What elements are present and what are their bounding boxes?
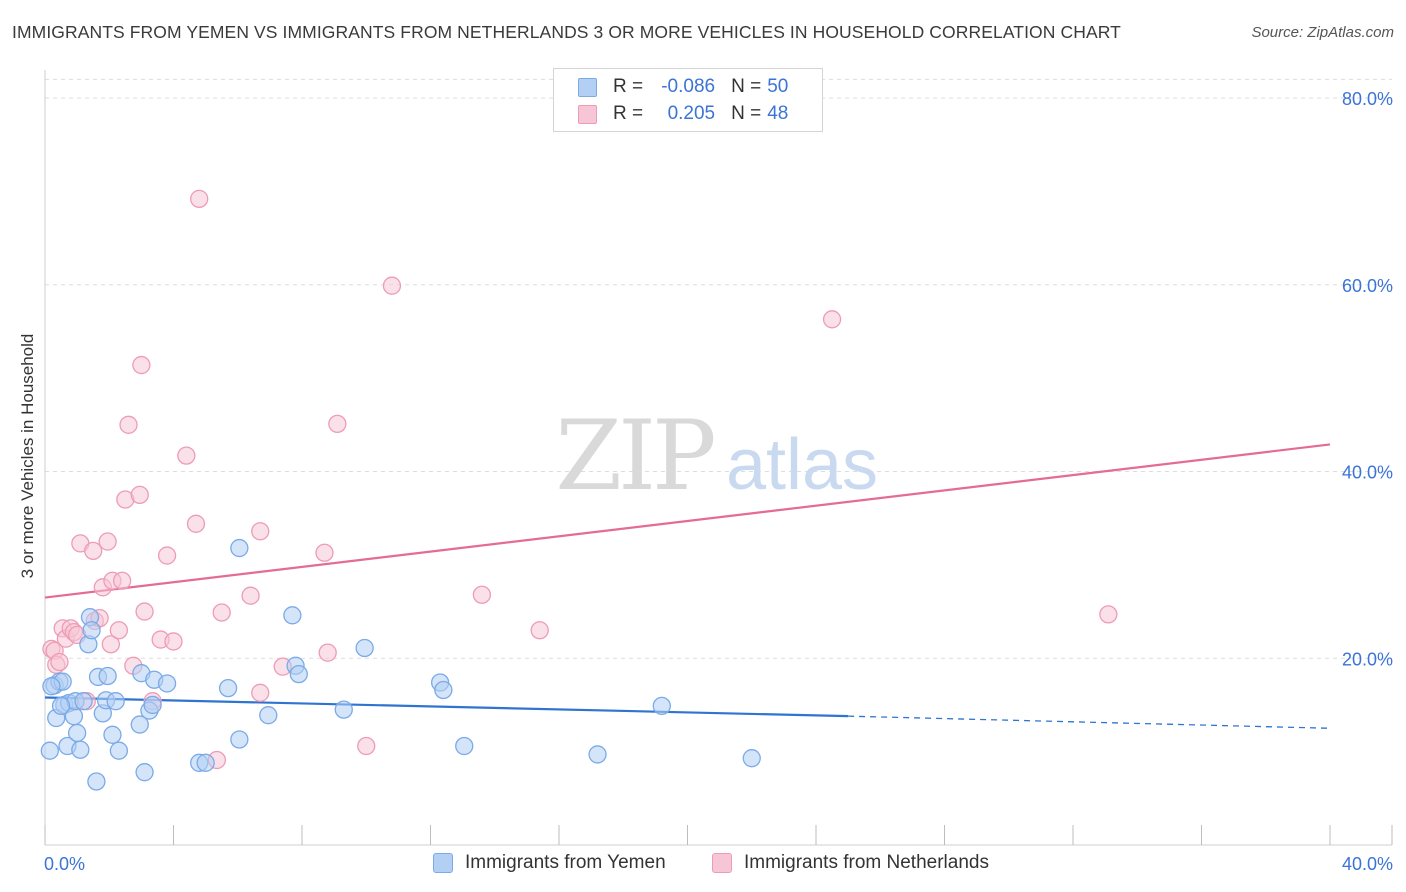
legend-r-value-yemen: -0.086 [661,76,716,97]
y-tick-label: 80.0% [1342,89,1393,109]
point-yemen [588,745,607,764]
point-netherlands [212,603,231,622]
point-netherlands [164,632,183,651]
point-yemen [652,696,671,716]
trend-line-1 [44,443,1331,599]
point-netherlands [98,532,117,551]
grid-lines [45,78,1392,659]
point-yemen [103,725,122,744]
legend-label-yemen: Immigrants from Yemen [465,852,666,873]
point-netherlands [119,415,138,434]
x-tick-label: 40.0% [1342,854,1393,874]
point-netherlands [822,310,842,329]
legend-n-label: N = [731,76,762,97]
tick-labels: 20.0% 40.0% 60.0% 80.0% 0.0% 40.0% [44,89,1393,874]
legend-row-yemen: R = -0.086 N = 50 [578,74,788,100]
axes [44,70,1393,846]
chart-title: IMMIGRANTS FROM YEMEN VS IMMIGRANTS FROM… [12,22,1121,42]
y-axis-label: 3 or more Vehicles in Household [18,333,37,579]
point-netherlands [315,543,334,562]
point-yemen [130,715,149,734]
watermark: ZIP atlas [555,400,878,512]
point-netherlands [241,586,260,605]
point-yemen [289,664,308,684]
point-netherlands [157,546,177,565]
point-netherlands [132,355,151,375]
point-yemen [109,741,129,760]
legend-n-label: N = [731,103,762,124]
correlation-legend: R = -0.086 N = 50 R = 0.205 N = 48 [553,68,823,132]
point-netherlands [50,652,69,672]
point-netherlands [101,635,121,654]
legend-item-yemen[interactable]: Immigrants from Yemen [433,852,666,874]
legend-swatch-netherlands [578,104,597,124]
watermark-zip: ZIP [555,400,714,512]
point-yemen [455,736,474,756]
point-netherlands [135,602,154,621]
point-netherlands [530,621,549,640]
point-yemen [259,706,278,725]
point-yemen [98,666,117,686]
point-netherlands [84,541,103,561]
point-yemen [40,741,59,760]
point-yemen [218,678,238,698]
point-yemen [67,723,87,743]
trend-lines [44,443,1331,729]
point-netherlands [251,683,270,702]
x-tick-label: 0.0% [44,854,85,874]
point-yemen [283,606,302,625]
point-netherlands [109,621,129,640]
legend-label-netherlands: Immigrants from Netherlands [744,852,989,873]
legend-n-value-netherlands: 48 [767,103,789,124]
point-netherlands [1099,605,1118,624]
legend-item-netherlands[interactable]: Immigrants from Netherlands [712,852,989,874]
point-netherlands [472,585,492,604]
point-netherlands [318,643,337,662]
point-netherlands [186,514,206,533]
point-netherlands [328,414,347,434]
point-yemen [742,749,761,768]
legend-swatch-yemen [433,853,453,873]
point-yemen [82,621,101,640]
point-netherlands [251,522,270,541]
point-yemen [230,730,249,749]
legend-swatch-yemen [578,77,597,97]
legend-swatch-netherlands [712,853,732,873]
legend-row-netherlands: R = 0.205 N = 48 [578,101,788,127]
data-points [40,189,1118,791]
point-netherlands [112,571,132,590]
point-yemen [71,740,90,759]
legend-n-value-yemen: 50 [767,76,789,97]
point-yemen [196,753,215,772]
y-tick-label: 40.0% [1342,463,1393,483]
y-tick-label: 60.0% [1342,276,1393,296]
legend-r-label: R = [613,76,644,97]
trend-line-extension-0 [848,715,1331,729]
point-yemen [106,692,125,711]
point-yemen [135,763,154,782]
point-netherlands [190,189,209,209]
point-netherlands [357,736,376,756]
point-yemen [42,677,61,696]
point-yemen [74,692,93,711]
point-yemen [51,696,71,716]
legend-r-value-netherlands: 0.205 [667,103,716,124]
point-netherlands [130,485,149,504]
point-yemen [143,695,162,715]
point-netherlands [177,446,196,465]
y-tick-label: 20.0% [1342,649,1393,669]
point-yemen [230,538,249,558]
point-yemen [157,674,177,693]
legend-r-label: R = [613,103,644,124]
point-netherlands [382,276,402,295]
point-yemen [434,680,453,700]
series-legend: Immigrants from Yemen Immigrants from Ne… [0,852,1406,878]
point-yemen [355,638,374,658]
source-label: Source: ZipAtlas.com [1251,24,1394,41]
trend-line-0 [44,696,849,718]
point-yemen [87,772,106,791]
point-yemen [334,700,353,719]
watermark-atlas: atlas [726,425,878,505]
